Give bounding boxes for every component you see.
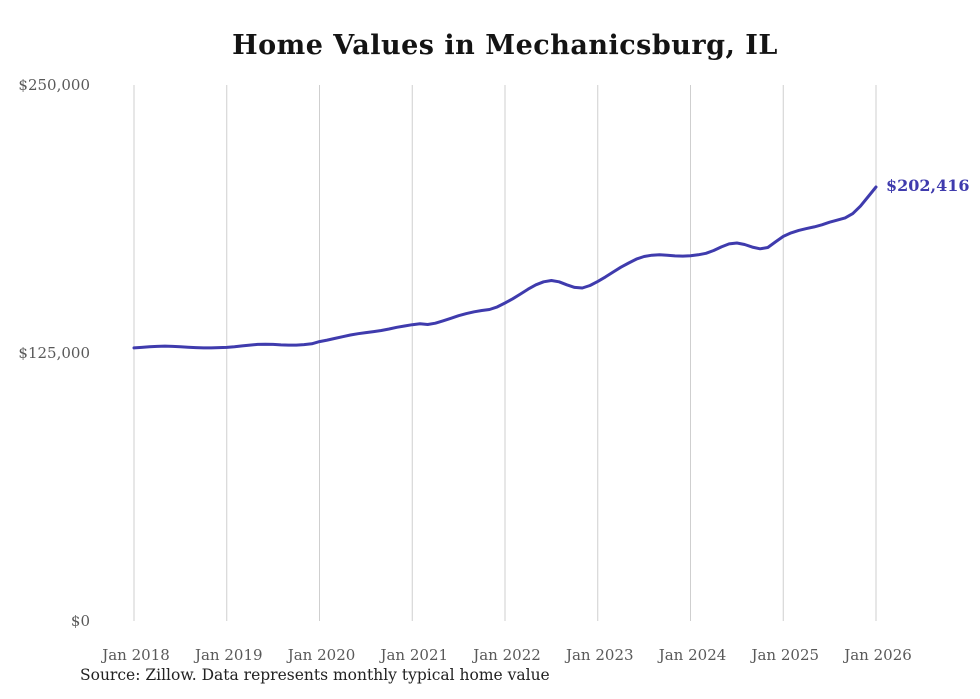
x-axis-tick-label: Jan 2023 xyxy=(564,646,634,664)
x-axis-tick-label: Jan 2024 xyxy=(657,646,727,664)
x-axis-tick-label: Jan 2022 xyxy=(471,646,541,664)
x-axis-tick-label: Jan 2020 xyxy=(286,646,356,664)
y-axis-tick-label: $250,000 xyxy=(18,76,90,94)
x-axis-tick-label: Jan 2026 xyxy=(842,646,912,664)
y-axis-tick-label: $125,000 xyxy=(18,344,90,362)
source-note: Source: Zillow. Data represents monthly … xyxy=(80,666,550,684)
x-axis-tick-label: Jan 2021 xyxy=(378,646,448,664)
x-axis-tick-label: Jan 2025 xyxy=(749,646,819,664)
x-axis-tick-label: Jan 2018 xyxy=(100,646,170,664)
chart-title: Home Values in Mechanicsburg, IL xyxy=(232,30,778,61)
x-axis-tick-label: Jan 2019 xyxy=(193,646,263,664)
y-axis-tick-label: $0 xyxy=(71,612,90,630)
home-value-line-series xyxy=(132,185,878,350)
final-value-label: $202,416 xyxy=(886,176,970,195)
